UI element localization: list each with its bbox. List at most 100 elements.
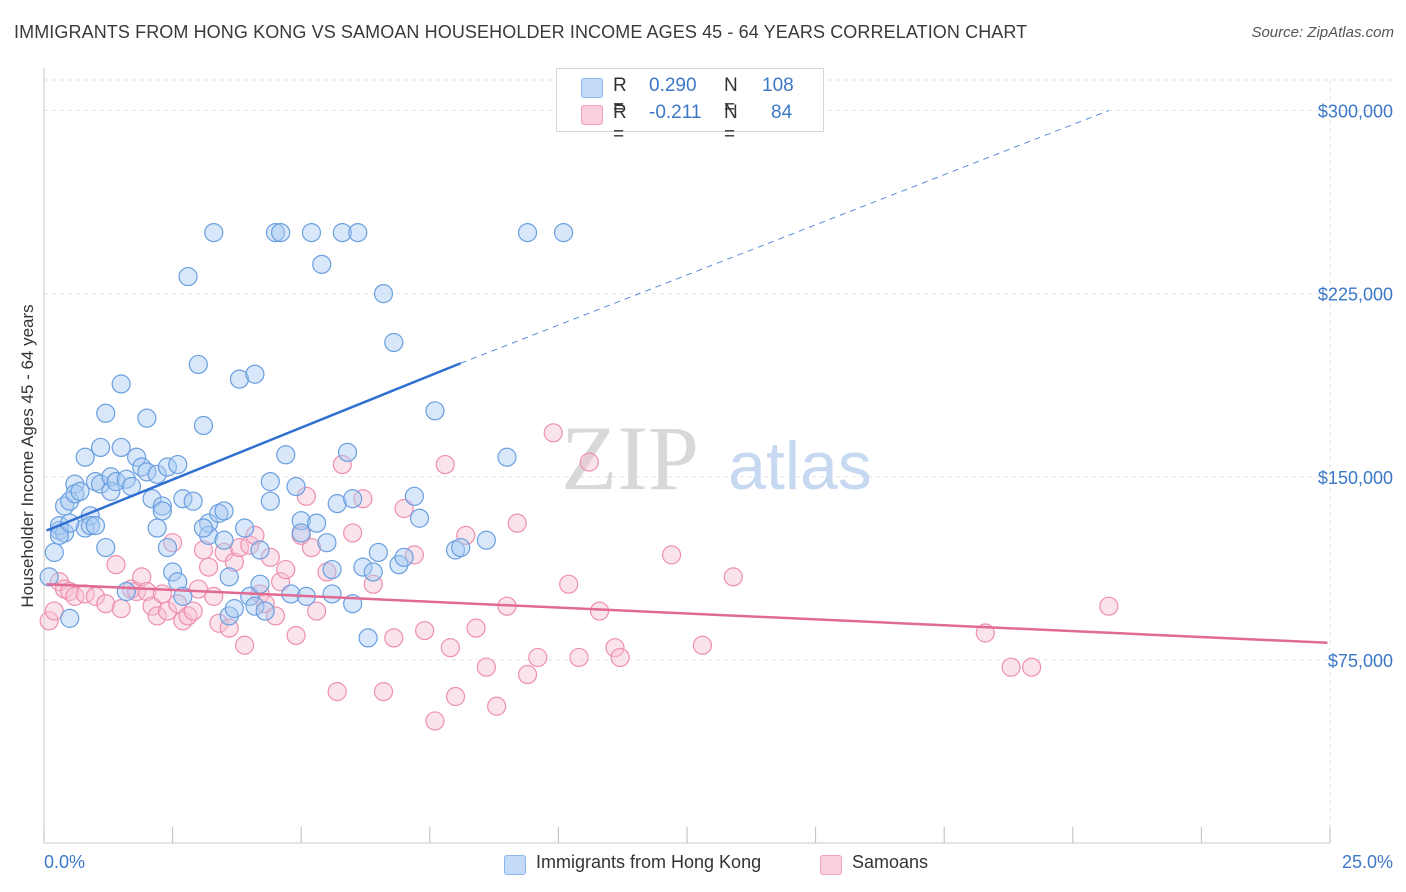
data-point-hong-kong — [368, 542, 388, 563]
source-label: Source: ZipAtlas.com — [1251, 24, 1394, 41]
data-point-samoans — [373, 682, 394, 702]
watermark: ZIP atlas — [561, 407, 872, 509]
watermark-atlas: atlas — [728, 428, 872, 504]
data-point-hong-kong — [363, 562, 383, 582]
y-tick-label: $75,000 — [1328, 651, 1393, 671]
data-point-samoans — [353, 489, 373, 509]
data-point-samoans — [286, 625, 306, 646]
data-point-hong-kong — [358, 628, 378, 648]
bottom-legend-hong-kong: Immigrants from Hong Kong — [536, 852, 762, 872]
data-point-hong-kong — [173, 586, 193, 606]
data-point-samoans — [265, 606, 286, 626]
data-point-hong-kong — [255, 601, 275, 621]
data-point-hong-kong — [178, 266, 198, 287]
legend-swatch-blue — [581, 78, 603, 98]
data-point-samoans — [343, 523, 363, 543]
legend-r-value: 0.290 — [649, 75, 697, 96]
data-point-hong-kong — [75, 447, 95, 467]
data-point-hong-kong — [301, 223, 322, 243]
legend-n-value: 108 — [762, 75, 794, 96]
bottom-legend-samoans: Samoans — [852, 852, 929, 872]
trend-line-samoans — [46, 582, 1328, 645]
data-point-samoans — [307, 601, 327, 621]
data-point-hong-kong — [451, 537, 471, 558]
data-point-hong-kong — [152, 501, 172, 521]
data-point-hong-kong — [250, 574, 270, 594]
data-point-hong-kong — [214, 501, 234, 521]
data-point-samoans — [559, 574, 579, 594]
chart-title: IMMIGRANTS FROM HONG KONG VS SAMOAN HOUS… — [14, 22, 1028, 42]
data-point-hong-kong — [476, 530, 496, 550]
data-point-hong-kong — [425, 401, 445, 421]
data-point-hong-kong — [322, 584, 342, 604]
y-tick-label: $300,000 — [1318, 102, 1393, 122]
data-point-hong-kong — [394, 547, 414, 567]
data-point-samoans — [517, 664, 538, 685]
data-point-samoans — [317, 562, 337, 582]
legend-r-label: R = — [613, 102, 627, 145]
data-point-hong-kong — [332, 223, 352, 243]
data-point-hong-kong — [497, 447, 517, 467]
data-point-hong-kong — [70, 481, 90, 502]
data-point-samoans — [152, 584, 172, 604]
data-point-samoans — [301, 537, 322, 558]
data-point-samoans — [132, 567, 152, 587]
data-point-hong-kong — [90, 437, 111, 458]
data-point-samoans — [1001, 657, 1021, 677]
data-point-hong-kong — [271, 223, 291, 243]
data-point-samoans — [435, 454, 455, 475]
data-point-samoans — [199, 557, 219, 577]
data-point-samoans — [209, 613, 229, 633]
trend-lines — [46, 110, 1328, 645]
data-point-samoans — [415, 620, 435, 641]
x-tick-label-min: 0.0% — [44, 852, 86, 872]
legend-swatch-pink — [581, 105, 603, 125]
data-point-hong-kong — [188, 354, 208, 375]
data-point-hong-kong — [291, 523, 311, 543]
bottom-legend-swatch-pink — [820, 855, 842, 875]
data-point-samoans — [245, 525, 265, 545]
data-point-samoans — [147, 606, 167, 626]
data-point-hong-kong — [517, 223, 538, 243]
data-point-hong-kong — [147, 464, 167, 484]
y-tick-labels: $75,000 $150,000 $225,000 $300,000 — [1318, 102, 1393, 671]
data-point-hong-kong — [245, 596, 265, 616]
data-point-samoans — [39, 611, 59, 631]
data-point-hong-kong — [137, 408, 157, 428]
data-point-hong-kong — [240, 586, 260, 606]
data-point-hong-kong — [60, 608, 80, 628]
data-point-hong-kong — [65, 484, 85, 504]
data-point-samoans — [605, 638, 625, 658]
data-point-hong-kong — [337, 442, 358, 462]
data-point-hong-kong — [445, 540, 466, 560]
data-point-samoans — [507, 513, 527, 533]
data-point-hong-kong — [409, 508, 430, 528]
data-point-samoans — [1022, 657, 1042, 677]
data-point-hong-kong — [142, 489, 162, 509]
legend-n-label: N = — [724, 75, 738, 118]
data-point-samoans — [487, 696, 507, 716]
data-point-samoans — [260, 547, 280, 567]
data-point-hong-kong — [373, 284, 394, 304]
data-point-hong-kong — [96, 403, 116, 423]
data-point-hong-kong — [204, 223, 224, 243]
data-point-samoans — [589, 601, 610, 621]
data-point-samoans — [106, 555, 126, 575]
data-point-samoans — [111, 599, 131, 619]
data-point-hong-kong — [111, 437, 131, 458]
data-point-hong-kong — [235, 518, 255, 538]
data-point-hong-kong — [229, 369, 250, 389]
data-point-samoans — [296, 486, 316, 506]
data-point-hong-kong — [404, 486, 424, 506]
legend-n-label: N = — [724, 102, 738, 145]
data-point-hong-kong — [260, 491, 280, 511]
data-point-hong-kong — [101, 481, 121, 502]
data-point-samoans — [137, 581, 157, 602]
data-point-samoans — [528, 647, 548, 668]
data-point-samoans — [692, 635, 713, 655]
data-point-hong-kong — [384, 332, 404, 353]
data-point-hong-kong — [183, 491, 203, 511]
data-point-samoans — [183, 601, 203, 621]
data-point-samoans — [332, 454, 352, 475]
data-point-hong-kong — [111, 374, 131, 394]
